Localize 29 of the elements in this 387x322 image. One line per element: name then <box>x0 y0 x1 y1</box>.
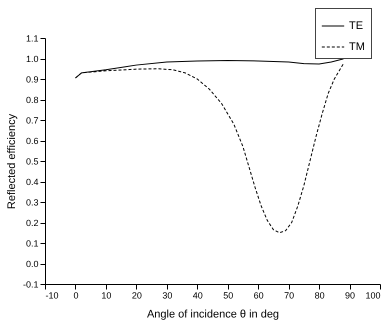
x-tick-label: 60 <box>254 290 264 300</box>
y-tick-label: 0.8 <box>26 95 38 105</box>
x-tick-label: 70 <box>284 290 294 300</box>
x-tick-label: 30 <box>162 290 172 300</box>
y-tick-label: 0.9 <box>26 74 38 84</box>
legend-label: TM <box>349 41 365 53</box>
y-tick-label: 0.5 <box>26 156 38 166</box>
x-tick-label: -10 <box>46 290 59 300</box>
y-tick-label: 0.2 <box>26 218 38 228</box>
y-tick-label: 0.7 <box>26 116 38 126</box>
x-tick-label: 100 <box>365 290 380 300</box>
y-tick-label: 0.6 <box>26 136 38 146</box>
y-tick-label: -0.1 <box>22 280 38 290</box>
y-tick-label: 0.3 <box>26 198 38 208</box>
legend-label: TE <box>349 20 364 32</box>
x-tick-label: 20 <box>132 290 142 300</box>
x-tick-label: 10 <box>101 290 112 300</box>
x-tick-label: 80 <box>314 290 325 300</box>
y-tick-label: 1.1 <box>26 34 38 44</box>
y-tick-label: 1.0 <box>26 54 38 64</box>
x-axis-title: Angle of incidence θ in deg <box>146 308 280 320</box>
y-tick-label: 0.0 <box>26 259 38 269</box>
x-tick-label: 90 <box>345 290 356 300</box>
y-tick-label: 0.1 <box>26 238 38 248</box>
y-axis-title: Reflected efficiency <box>6 113 18 210</box>
x-tick-label: 40 <box>192 290 203 300</box>
x-tick-label: 0 <box>73 290 78 300</box>
x-tick-label: 50 <box>223 290 234 300</box>
y-tick-label: 0.4 <box>26 177 38 187</box>
